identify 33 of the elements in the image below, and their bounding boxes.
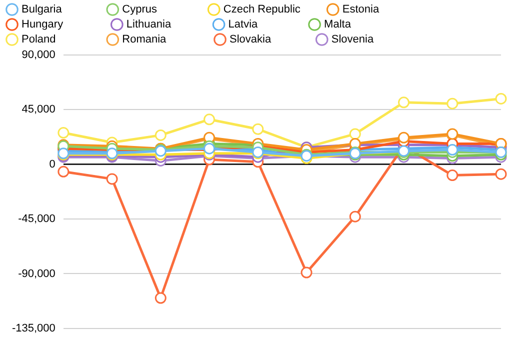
y-tick-label: 90,000	[22, 49, 56, 62]
legend-label: Cyprus	[122, 4, 206, 16]
point	[58, 127, 70, 139]
point	[446, 98, 458, 110]
point	[204, 114, 216, 126]
legend-label: Lithuania	[126, 18, 211, 31]
point	[252, 123, 264, 135]
point	[154, 292, 166, 304]
legend-label: Malta	[324, 18, 403, 31]
legend-label: Poland	[22, 34, 105, 46]
y-tick-label: 0	[49, 158, 56, 170]
point	[495, 168, 507, 180]
point	[349, 128, 361, 140]
point	[106, 173, 118, 185]
legend-label: Czech Republic	[223, 4, 325, 16]
point	[446, 170, 458, 182]
point	[495, 92, 507, 104]
point	[398, 96, 410, 108]
point	[349, 210, 361, 222]
legend-label: Latvia	[228, 18, 307, 31]
legend-label: Slovakia	[230, 34, 314, 46]
y-tick-label: 45,000	[22, 104, 56, 116]
legend-label: Slovenia	[331, 34, 416, 46]
y-tick-label: -45,000	[18, 213, 56, 226]
y-tick-label: -135,000	[12, 322, 56, 334]
y-tick-label: -90,000	[18, 268, 56, 280]
legend-label: Bulgaria	[22, 4, 105, 16]
legend-label: Estonia	[342, 4, 425, 16]
point	[58, 166, 70, 178]
point	[300, 266, 312, 278]
point	[154, 129, 166, 141]
legend-label: Romania	[122, 34, 212, 46]
legend-label: Hungary	[22, 18, 109, 31]
